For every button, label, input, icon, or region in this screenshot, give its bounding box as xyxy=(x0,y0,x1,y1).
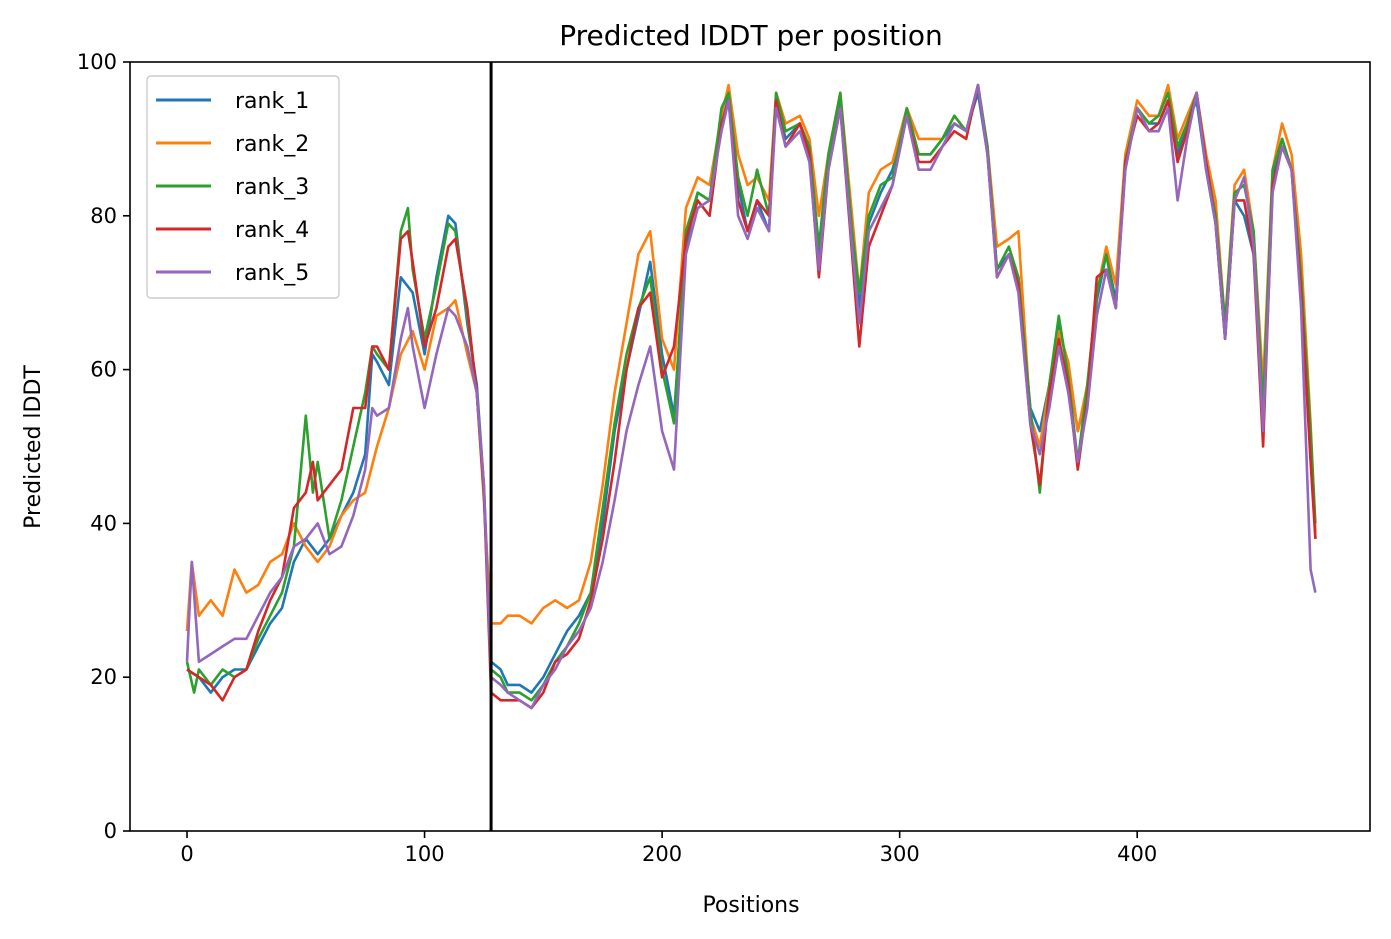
x-tick-label: 200 xyxy=(642,842,682,866)
legend-label-rank-1: rank_1 xyxy=(235,89,309,114)
legend-label-rank-5: rank_5 xyxy=(235,261,309,286)
legend-label-rank-2: rank_2 xyxy=(235,132,309,157)
y-tick-label: 40 xyxy=(90,511,117,535)
legend: rank_1 rank_2 rank_3 rank_4 rank_5 xyxy=(146,75,340,299)
x-tick-label: 100 xyxy=(405,842,445,866)
plot-area xyxy=(185,62,1317,831)
legend-label-rank-3: rank_3 xyxy=(235,175,309,200)
legend-box xyxy=(146,75,340,299)
plot-frame xyxy=(129,61,1371,832)
y-tick-label: 20 xyxy=(90,665,117,689)
x-tick-label: 0 xyxy=(180,842,193,866)
y-tick-label: 0 xyxy=(104,819,117,843)
y-tick-label: 100 xyxy=(77,50,117,74)
series-line-rank-3 xyxy=(185,83,1317,702)
legend-label-rank-4: rank_4 xyxy=(235,218,309,243)
x-tick-label: 400 xyxy=(1117,842,1157,866)
y-axis-title: Predicted lDDT xyxy=(21,365,46,529)
axes: 0 100 200 300 400 0 20 40 60 80 100 xyxy=(77,50,1371,866)
y-tick-label: 60 xyxy=(90,358,117,382)
series-line-rank-5 xyxy=(185,83,1317,710)
x-tick-label: 300 xyxy=(880,842,920,866)
x-axis-title: Positions xyxy=(702,893,799,918)
chart-title: Predicted lDDT per position xyxy=(559,19,943,52)
y-tick-label: 80 xyxy=(90,204,117,228)
